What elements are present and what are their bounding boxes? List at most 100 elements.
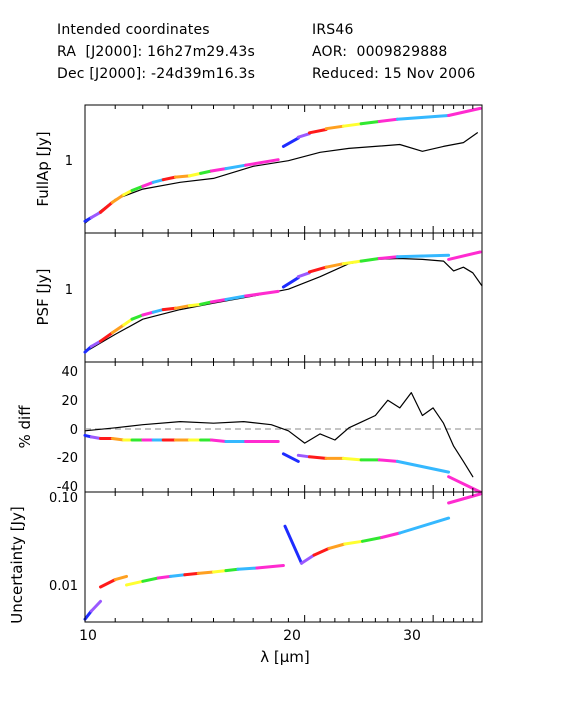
psf-series-15 xyxy=(244,289,280,298)
psf-series-9 xyxy=(161,306,177,312)
fullap-series-2 xyxy=(89,210,102,220)
diff-ylabel: % diff xyxy=(16,405,34,449)
unc-series-12 xyxy=(236,566,259,571)
psf-series-8 xyxy=(151,308,165,314)
header-left-line-3: Dec [J2000]: -24d39m16.3s xyxy=(57,66,256,82)
psf-series-5 xyxy=(122,317,134,327)
fullap-series-21 xyxy=(359,120,381,126)
unc-series-22 xyxy=(447,492,482,505)
unc-ytick-0.10: 0.10 xyxy=(49,491,78,506)
psf-series-24 xyxy=(447,250,482,261)
fullap-series-8 xyxy=(151,178,165,184)
psf-series-11 xyxy=(187,302,203,308)
fullap-series-14 xyxy=(224,163,248,171)
psf-series-19 xyxy=(324,262,345,269)
x-axis-label: λ [μm] xyxy=(260,648,310,666)
fullap-ytick-1: 1 xyxy=(65,154,73,169)
panel-uncertainty: 0.10 0.01 Uncertainty [Jy] xyxy=(8,491,483,624)
unc-series-0 xyxy=(83,609,93,621)
psf-ytick-1: 1 xyxy=(65,283,73,298)
unc-series-6 xyxy=(156,574,173,580)
fullap-series-18 xyxy=(307,128,328,135)
psf-series-4 xyxy=(110,323,126,335)
diff-series-23 xyxy=(395,459,451,474)
unc-series-8 xyxy=(183,571,200,577)
diff-series-13 xyxy=(209,438,228,443)
diff-ytick-minus-40: -40 xyxy=(57,480,78,495)
diff-series-16 xyxy=(281,452,300,463)
fullap-series-24 xyxy=(447,106,482,117)
unc-series-10 xyxy=(212,569,228,574)
panel-diff-frame xyxy=(84,361,483,493)
diff-ytick-0: 0 xyxy=(70,423,78,438)
psf-series-13 xyxy=(209,298,228,304)
psf-series-10 xyxy=(173,304,191,310)
psf-series-23 xyxy=(395,253,451,259)
diff-ytick-20: 20 xyxy=(61,394,78,409)
panel-fullap-frame xyxy=(84,104,483,234)
header-right-line-3: Reduced: 15 Nov 2006 xyxy=(312,66,476,82)
psf-series-16 xyxy=(281,276,300,289)
diff-ytick-minus-20: -20 xyxy=(57,451,78,466)
fullap-series-9 xyxy=(161,175,177,182)
unc-series-21 xyxy=(398,516,451,535)
fullap-series-13 xyxy=(209,167,228,173)
unc-series-2 xyxy=(99,578,117,589)
diff-series-17 xyxy=(296,453,311,459)
psf-series-22 xyxy=(377,255,399,260)
unc-series-4 xyxy=(125,579,145,587)
unc-series-19 xyxy=(360,536,384,543)
header-right-line-2: AOR: 0009829888 xyxy=(312,44,448,60)
psf-ylabel: PSF [Jy] xyxy=(34,269,52,326)
psf-series-14 xyxy=(224,294,248,301)
fullap-series-17 xyxy=(296,132,311,139)
unc-series-13 xyxy=(255,564,285,570)
diff-series-18 xyxy=(307,455,328,460)
fullap-series-11 xyxy=(187,171,203,178)
header-left-line-2: RA [J2000]: 16h27m29.43s xyxy=(57,44,255,60)
diff-ytick-40: 40 xyxy=(61,365,78,380)
diff-series-0 xyxy=(84,392,474,478)
psf-plot-lines xyxy=(83,250,483,354)
fullap-series-0 xyxy=(84,132,478,224)
psf-series-2 xyxy=(89,339,102,348)
header-left-line-1: Intended coordinates xyxy=(57,22,210,38)
psf-series-0 xyxy=(84,257,483,353)
unc-series-16 xyxy=(312,546,331,557)
diff-plot-lines xyxy=(83,392,482,494)
unc-series-1 xyxy=(89,599,102,613)
xtick-30: 30 xyxy=(403,628,421,644)
unc-series-18 xyxy=(343,539,364,546)
unc-series-3 xyxy=(113,574,128,582)
psf-series-7 xyxy=(141,310,155,317)
panel-psf: 1 PSF [Jy] xyxy=(34,232,483,363)
diff-series-20 xyxy=(341,456,363,462)
fullap-series-3 xyxy=(99,200,114,214)
psf-series-18 xyxy=(307,265,328,274)
unc-series-14 xyxy=(283,524,303,565)
unc-ytick-0.01: 0.01 xyxy=(49,579,78,594)
diff-series-22 xyxy=(377,458,399,463)
psf-series-17 xyxy=(296,271,311,279)
unc-series-9 xyxy=(196,570,215,575)
xtick-20: 20 xyxy=(283,628,301,644)
xtick-10: 10 xyxy=(79,628,97,644)
psf-series-21 xyxy=(359,257,381,263)
unc-series-15 xyxy=(300,553,316,565)
uncertainty-plot-lines xyxy=(83,492,482,621)
panel-psf-frame xyxy=(84,232,483,363)
unc-series-11 xyxy=(224,567,240,573)
fullap-series-15 xyxy=(244,158,280,167)
fullap-series-20 xyxy=(341,122,363,128)
fullap-series-19 xyxy=(324,124,345,131)
fullap-series-23 xyxy=(395,114,451,121)
unc-series-5 xyxy=(141,576,160,583)
fullap-series-7 xyxy=(141,180,155,188)
panel-fullap: 1 FullAp [Jy] xyxy=(34,104,483,234)
fullap-series-10 xyxy=(173,174,191,179)
fullap-plot-lines xyxy=(83,106,482,224)
panel-diff: 40 20 0 -20 -40 % diff xyxy=(16,361,483,495)
diff-series-24 xyxy=(447,475,482,494)
fullap-ylabel: FullAp [Jy] xyxy=(34,131,52,206)
